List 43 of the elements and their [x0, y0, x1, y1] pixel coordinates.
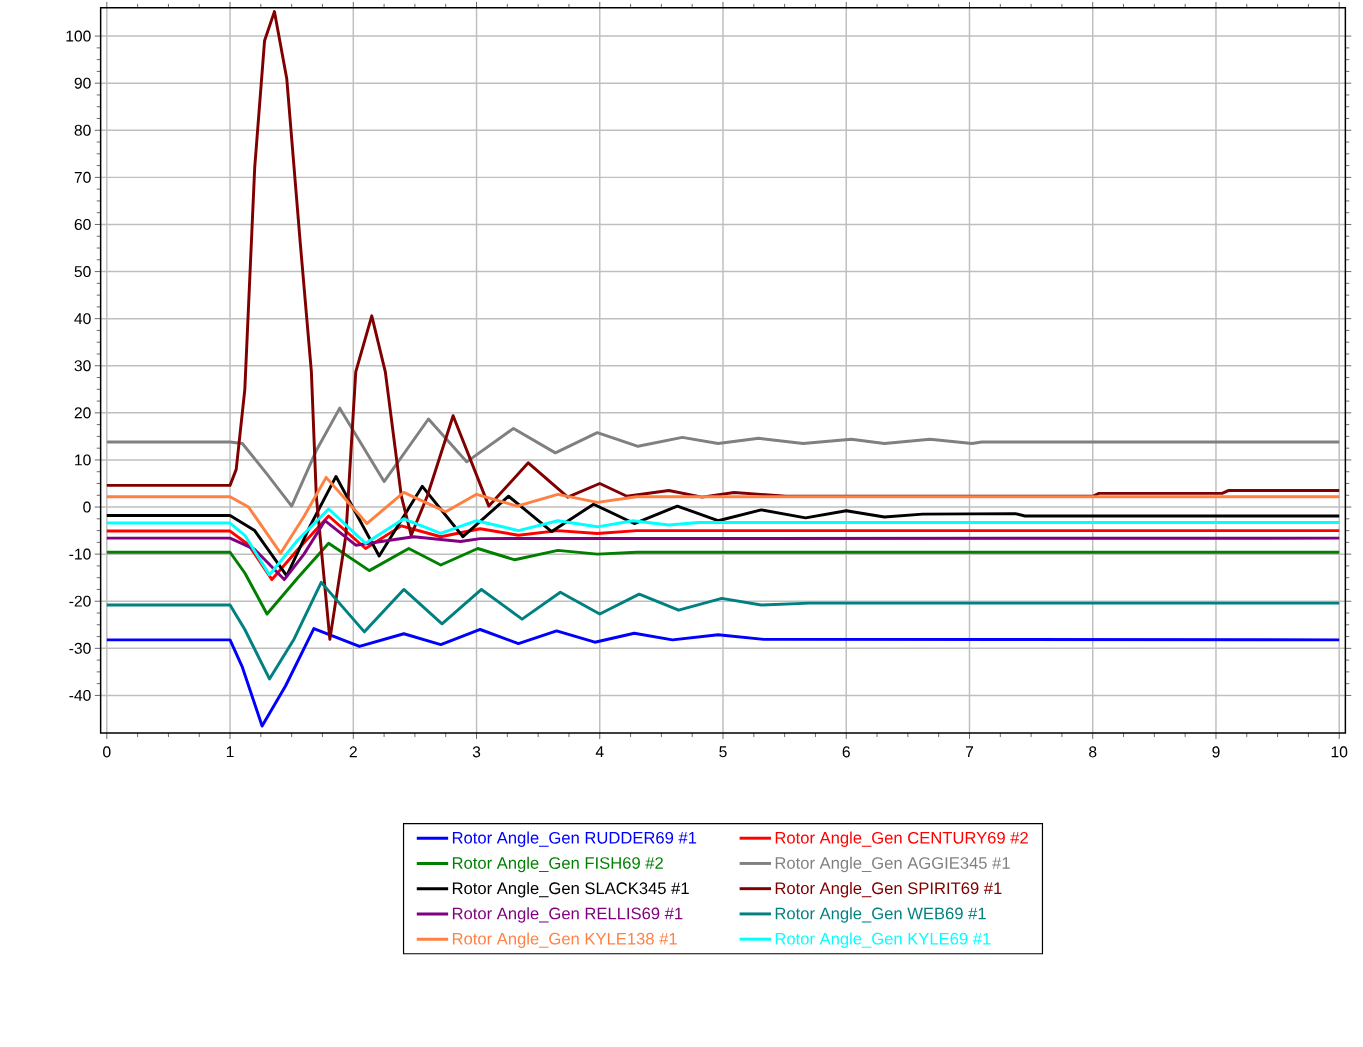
line-series — [105, 627, 1341, 728]
legend-label: Rotor Angle_Gen WEB69 #1 — [775, 907, 986, 923]
x-tick-label: 0 — [103, 746, 111, 758]
line-series — [105, 475, 1341, 578]
y-tick-label: 50 — [74, 266, 91, 278]
x-tick-label: 8 — [1089, 746, 1097, 758]
y-tick-label: 70 — [74, 171, 91, 184]
line-series — [105, 406, 1341, 508]
y-tick-label: 0 — [83, 501, 91, 513]
legend-label: Rotor Angle_Gen KYLE138 #1 — [452, 932, 677, 949]
legend-label: Rotor Angle_Gen RUDDER69 #1 — [452, 831, 697, 848]
legend-label: Rotor Angle_Gen AGGIE345 #1 — [775, 856, 1010, 873]
y-tick-label: -20 — [69, 595, 91, 607]
x-tick-label: 1 — [226, 746, 234, 758]
y-tick-label: 30 — [74, 360, 91, 372]
x-tick-label: 10 — [1331, 746, 1348, 758]
legend-label: Rotor Angle_Gen SPIRIT69 #1 — [775, 882, 1002, 898]
y-tick-label: -10 — [69, 548, 91, 560]
x-tick-label: 9 — [1212, 746, 1220, 758]
y-tick-label: 60 — [74, 219, 91, 231]
x-tick-label: 6 — [842, 746, 850, 758]
legend-label: Rotor Angle_Gen FISH69 #2 — [452, 856, 663, 873]
legend-label: Rotor Angle_Gen SLACK345 #1 — [452, 882, 689, 898]
y-tick-label: 80 — [74, 124, 91, 136]
legend-label: Rotor Angle_Gen CENTURY69 #2 — [775, 831, 1028, 848]
y-tick-label: -40 — [69, 690, 91, 702]
line-series — [105, 541, 1341, 616]
y-tick-label: -30 — [69, 642, 91, 654]
y-tick-label: 10 — [75, 454, 91, 466]
line-series — [105, 476, 1341, 555]
x-tick-label: 3 — [472, 746, 481, 758]
line-series — [105, 581, 1341, 681]
x-tick-label: 7 — [965, 746, 974, 758]
x-tick-label: 5 — [719, 746, 727, 758]
x-tick-label: 2 — [349, 746, 357, 758]
y-tick-label: 90 — [74, 77, 91, 89]
y-tick-label: 20 — [74, 407, 91, 419]
line-series — [105, 507, 1341, 577]
y-tick-label: 100 — [66, 30, 91, 42]
legend-label: Rotor Angle_Gen KYLE69 #1 — [775, 932, 991, 949]
legend-label: Rotor Angle_Gen RELLIS69 #1 — [452, 907, 683, 923]
x-tick-label: 4 — [595, 746, 604, 758]
y-tick-label: 40 — [74, 313, 91, 325]
